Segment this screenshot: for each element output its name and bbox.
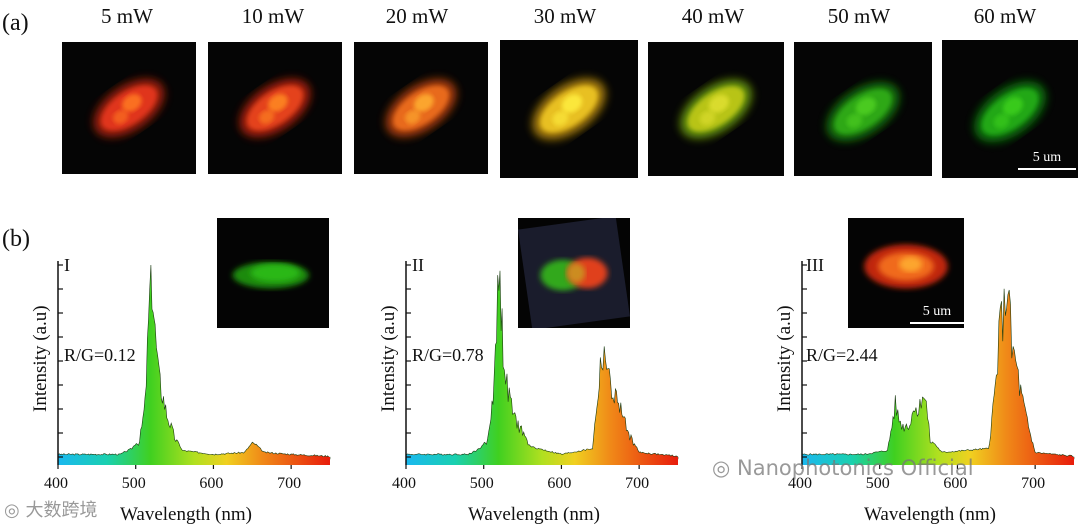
inset-scale-bar-label: 5 um (922, 304, 952, 319)
x-axis-label: Wavelength (nm) (120, 504, 252, 525)
x-axis-label: Wavelength (nm) (468, 504, 600, 525)
wavelength-color-strip (802, 457, 1074, 465)
x-tick-label: 500 (469, 475, 494, 492)
spectrum-area-III (801, 288, 1075, 460)
plot-id-I: I (64, 255, 70, 275)
watermark-left: ◎ 大数跨境 (4, 496, 97, 522)
microscope-image-7 (942, 40, 1078, 178)
spectrum-svg-I (57, 261, 331, 469)
power-label-5: 40 mW (681, 4, 745, 28)
x-tick-label: 400 (44, 475, 68, 492)
x-tick-label: 500 (121, 475, 146, 492)
power-label-2: 10 mW (241, 4, 305, 28)
microscope-image-1 (62, 42, 196, 174)
power-label-1: 5 mW (101, 4, 153, 28)
spectrum-area-I (57, 264, 331, 460)
wavelength-color-strip (406, 457, 678, 465)
scale-bar-label: 5 um (1032, 150, 1062, 165)
x-tick-label: 500 (865, 475, 890, 492)
watermark-right: ◎ Nanophotonics Official (712, 456, 974, 480)
scale-bar-line (1018, 168, 1076, 170)
power-label-3: 20 mW (385, 4, 449, 28)
x-tick-label: 400 (788, 475, 812, 492)
power-label-4: 30 mW (533, 4, 597, 28)
x-tick-label: 700 (1021, 475, 1046, 492)
x-tick-label: 600 (199, 475, 224, 492)
spectrum-plot-II (405, 257, 679, 469)
spectrum-plot-III (801, 257, 1075, 469)
watermark-left-icon: ◎ (4, 500, 20, 521)
y-axis-label: Intensity (a.u) (30, 305, 51, 412)
inset-image-III: 5 um (848, 218, 964, 328)
spectrum-plot-I (57, 257, 331, 469)
wechat-icon: ◎ (712, 456, 731, 480)
y-axis-label: Intensity (a.u) (774, 305, 795, 412)
power-label-6: 50 mW (827, 4, 891, 28)
inset-image-I (217, 218, 329, 328)
spectrum-svg-II (405, 261, 679, 469)
x-axis-label: Wavelength (nm) (864, 504, 996, 525)
microscope-image-3 (354, 42, 488, 174)
plot-id-III: III (806, 255, 824, 275)
ratio-label-I: R/G=0.12 (64, 345, 136, 365)
x-tick-label: 700 (625, 475, 650, 492)
x-tick-label: 400 (392, 475, 416, 492)
x-tick-label: 600 (943, 475, 968, 492)
inset-scale-bar: 5 um (910, 304, 964, 324)
microscope-image-4 (500, 40, 638, 178)
inset-image-II (518, 218, 630, 328)
x-tick-label: 600 (547, 475, 572, 492)
power-label-7: 60 mW (973, 4, 1037, 28)
plot-id-II: II (412, 255, 424, 275)
spectrum-svg-III (801, 261, 1075, 469)
scale-bar: 5 um (1018, 150, 1076, 170)
watermark-right-text: Nanophotonics Official (737, 456, 974, 480)
microscope-image-5 (648, 42, 784, 176)
spectrum-area-II (405, 270, 679, 460)
wavelength-color-strip (58, 457, 330, 465)
ratio-label-III: R/G=2.44 (806, 345, 878, 365)
panel-a-label: (a) (2, 10, 29, 36)
x-tick-label: 700 (277, 475, 302, 492)
watermark-left-text: 大数跨境 (25, 500, 98, 521)
ratio-label-II: R/G=0.78 (412, 345, 484, 365)
panel-b-label: (b) (2, 226, 30, 252)
inset-scale-bar-line (910, 322, 964, 324)
microscope-image-2 (208, 42, 342, 174)
y-axis-label: Intensity (a.u) (378, 305, 399, 412)
microscope-image-6 (794, 42, 932, 176)
